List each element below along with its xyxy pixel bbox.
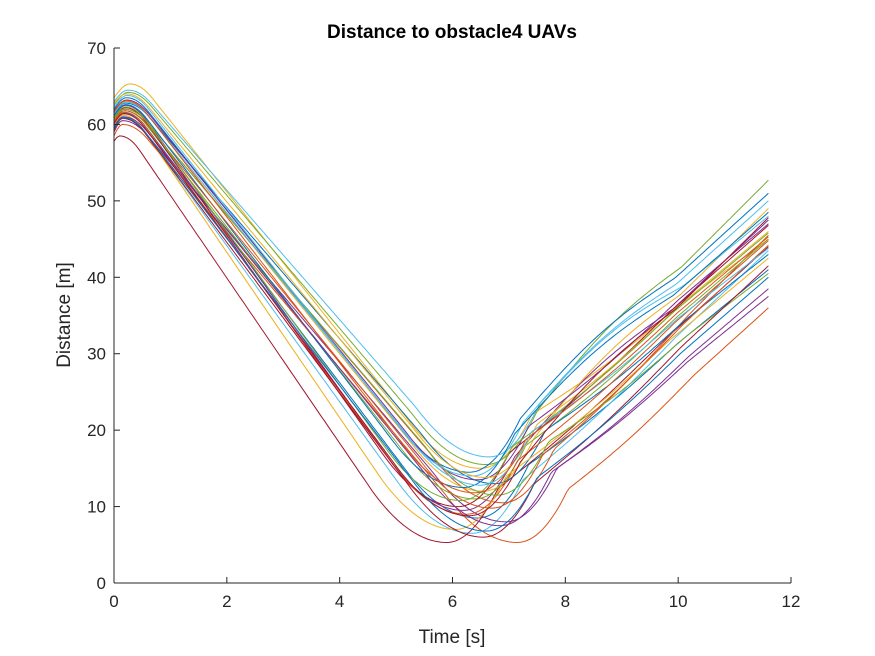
y-tick-label: 70 bbox=[87, 39, 106, 58]
y-tick-label: 10 bbox=[87, 498, 106, 517]
series-line-uav-30 bbox=[113, 100, 769, 494]
series-line-uav-2 bbox=[113, 123, 769, 543]
series-line-uav-25 bbox=[113, 116, 769, 527]
series-line-uav-29 bbox=[113, 117, 769, 532]
series-line-uav-19 bbox=[113, 108, 769, 496]
chart-title: Distance to obstacle4 UAVs bbox=[327, 22, 577, 43]
series-line-uav-26 bbox=[113, 106, 769, 501]
y-tick-label: 20 bbox=[87, 421, 106, 440]
y-tick-label: 40 bbox=[87, 268, 106, 287]
series-line-uav-13 bbox=[113, 89, 769, 458]
y-axis-label: Distance [m] bbox=[54, 262, 75, 368]
x-tick-label: 8 bbox=[561, 592, 570, 611]
series-line-uav-17 bbox=[113, 114, 769, 530]
x-tick-label: 4 bbox=[335, 592, 344, 611]
x-tick-label: 2 bbox=[222, 592, 231, 611]
series-line-uav-27 bbox=[113, 101, 769, 486]
x-tick-label: 0 bbox=[109, 592, 118, 611]
series-line-uav-5 bbox=[113, 91, 769, 465]
x-axis-label: Time [s] bbox=[419, 627, 486, 648]
x-tick-label: 12 bbox=[782, 592, 801, 611]
series-line-uav-7 bbox=[113, 135, 769, 543]
series-line-uav-14 bbox=[113, 107, 769, 508]
y-ticks: 0 10 20 30 40 50 60 70 bbox=[87, 39, 120, 593]
series-line-uav-6 bbox=[113, 116, 769, 534]
x-ticks: 0 2 4 6 8 10 12 bbox=[109, 577, 800, 611]
y-tick-label: 0 bbox=[97, 574, 106, 593]
series-line-uav-23 bbox=[113, 110, 769, 509]
plot-area bbox=[114, 48, 791, 583]
series-line-uav-22 bbox=[113, 104, 769, 488]
series-line-uav-21 bbox=[113, 117, 769, 538]
series-line-uav-20 bbox=[113, 94, 769, 477]
series-line-uav-12 bbox=[113, 110, 769, 500]
series-layer bbox=[113, 83, 769, 543]
x-tick-label: 10 bbox=[669, 592, 688, 611]
y-tick-label: 60 bbox=[87, 115, 106, 134]
y-tick-label: 50 bbox=[87, 192, 106, 211]
y-tick-label: 30 bbox=[87, 345, 106, 364]
x-tick-label: 6 bbox=[448, 592, 457, 611]
